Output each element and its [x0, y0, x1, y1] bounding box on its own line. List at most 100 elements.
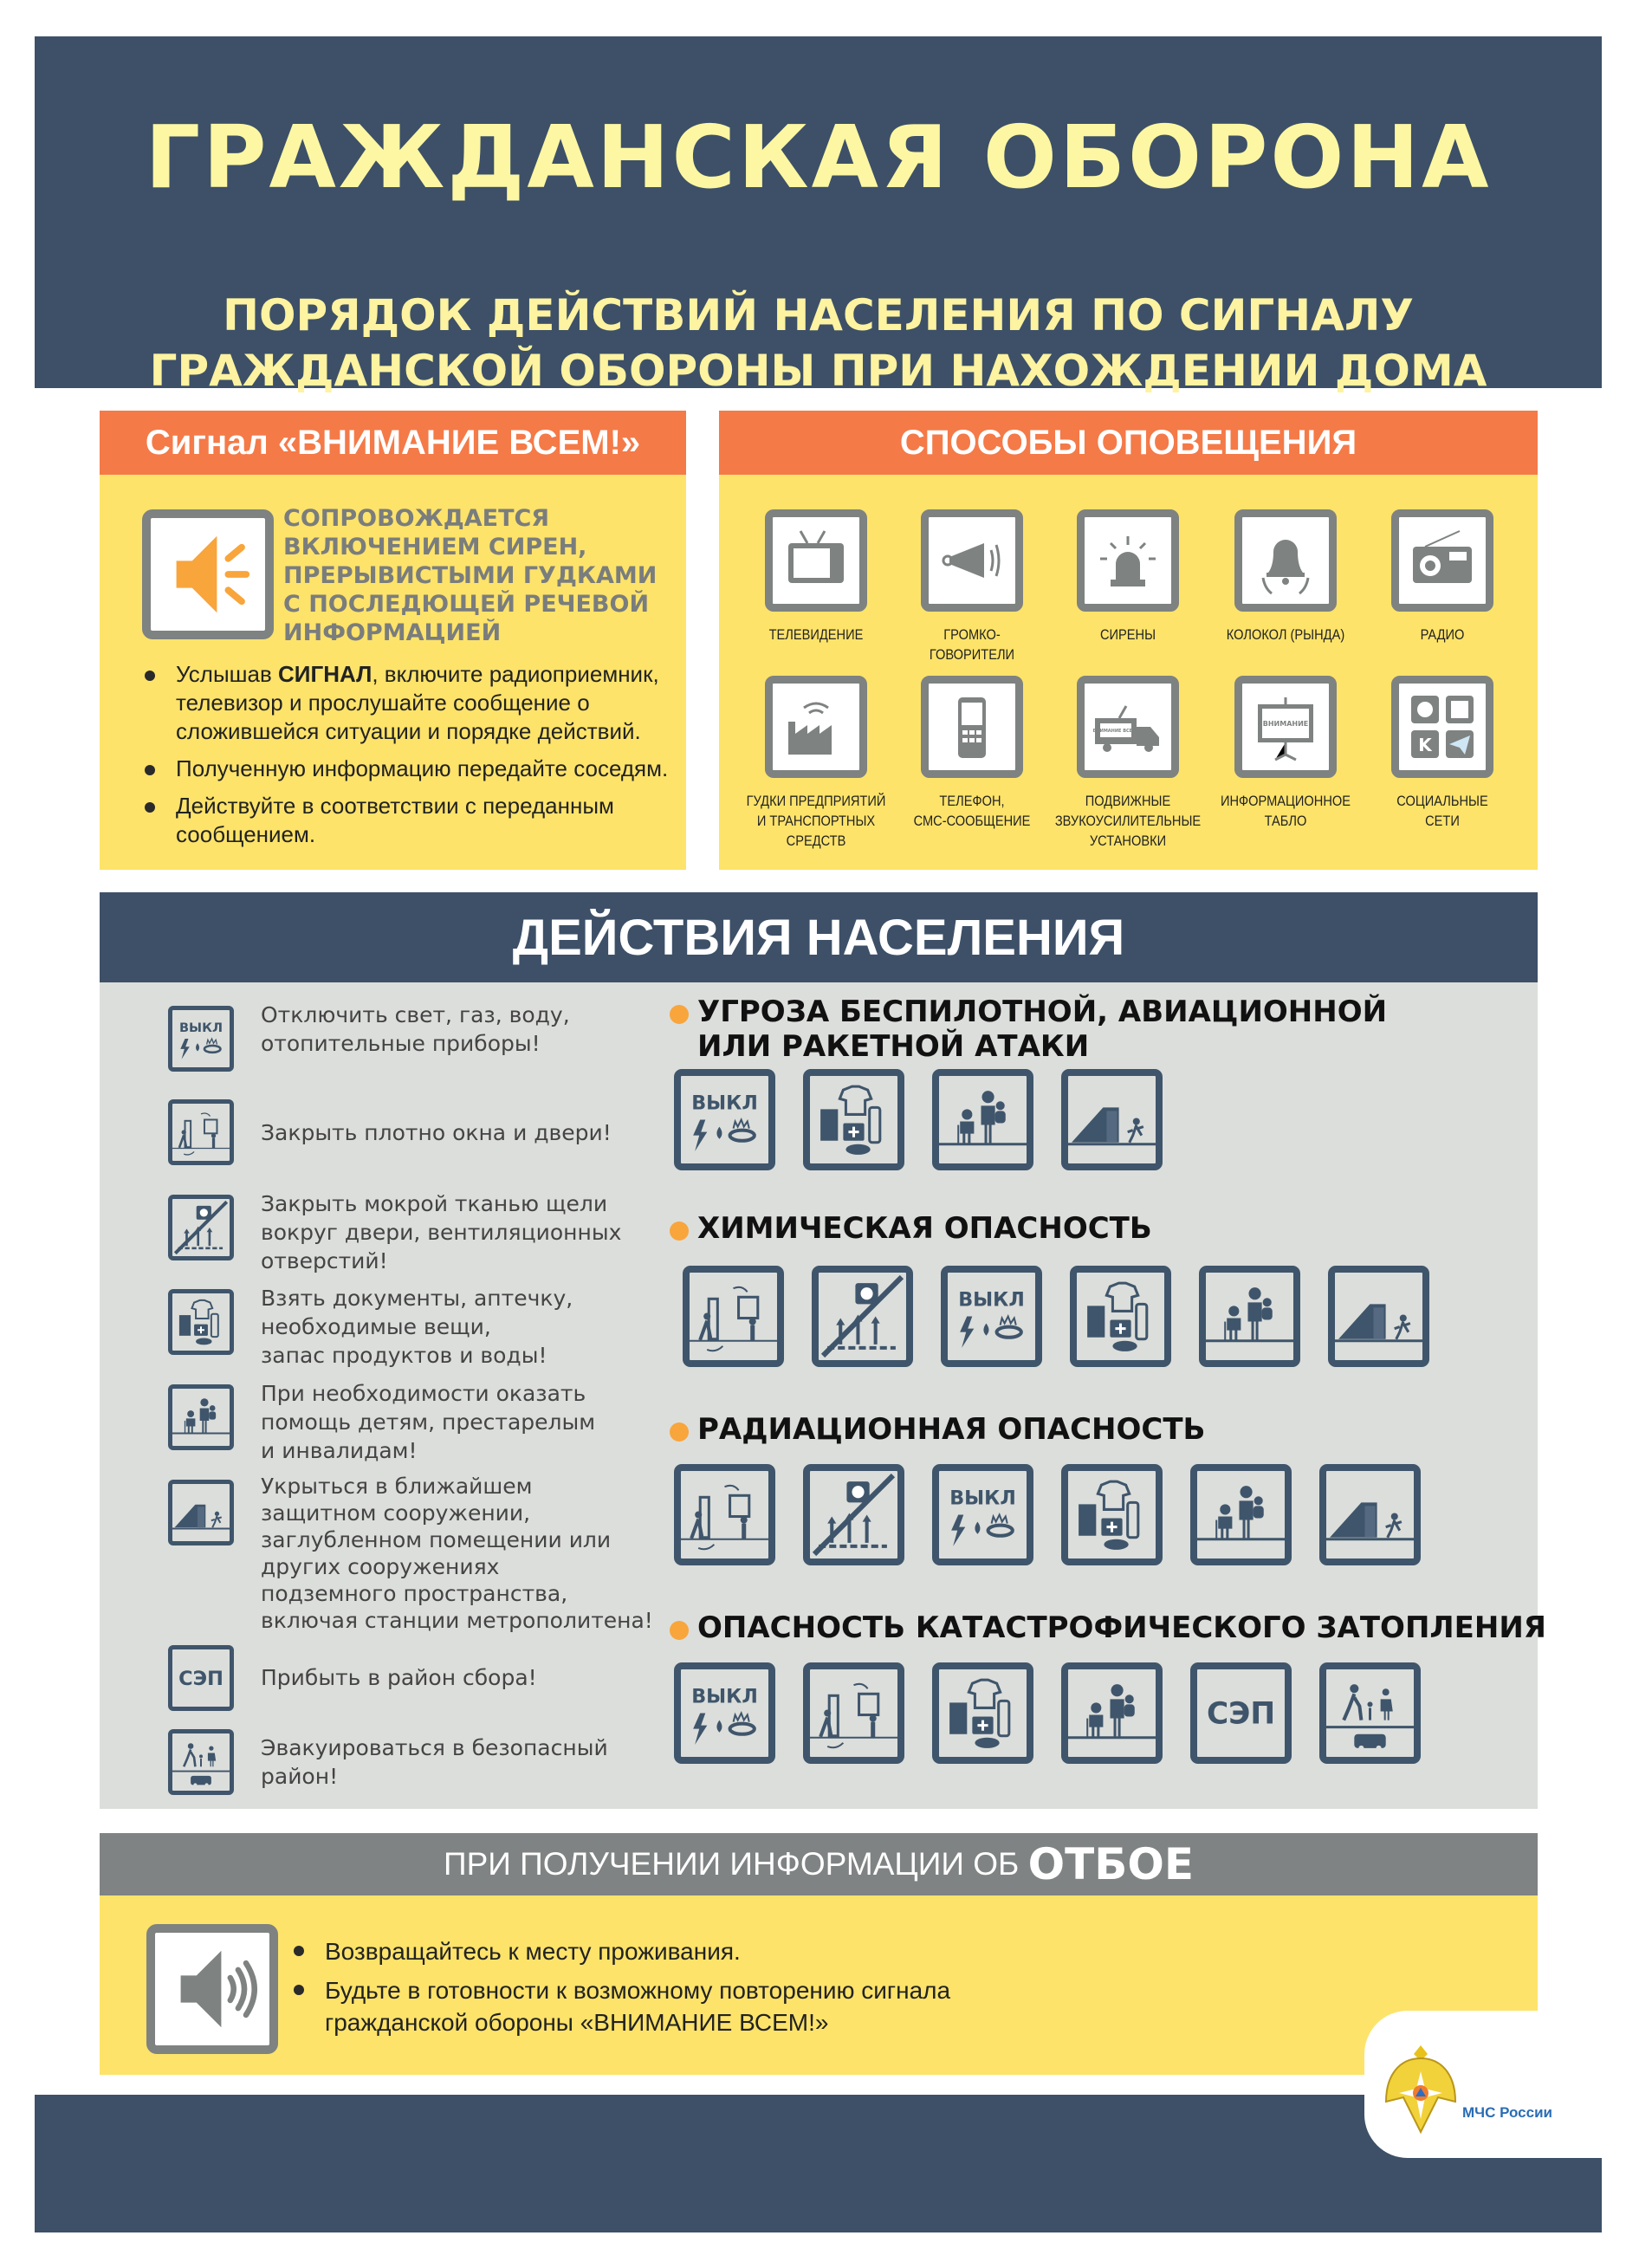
emergency-kit-icon	[1070, 1266, 1171, 1367]
all-clear-bullet-1: Возвращайтесь к месту проживания.	[294, 1935, 1160, 1967]
seal-vents-icon	[803, 1464, 904, 1565]
shelter-icon	[1061, 1069, 1163, 1170]
help-others-icon	[932, 1069, 1033, 1170]
signal-description-line: ИНФОРМАЦИЕЙ	[283, 619, 502, 646]
assembly-point-icon: СЭП	[168, 1645, 234, 1711]
hazard-title: РАДИАЦИОННАЯ ОПАСНОСТЬ	[670, 1412, 1205, 1447]
bell-icon	[1234, 509, 1337, 612]
emergency-kit-icon	[803, 1069, 904, 1170]
van-icon: ВНИМАНИЕ ВСЕМ!	[1077, 676, 1179, 778]
notification-methods-panel: СПОСОБЫ ОПОВЕЩЕНИЯ ТЕЛЕВИДЕНИЕ ГРОМКО- ГО…	[719, 411, 1538, 870]
signal-description-line: ПРЕРЫВИСТЫМИ ГУДКАМИ	[283, 562, 658, 589]
evacuation-icon	[1319, 1662, 1421, 1764]
hazard-title: ОПАСНОСТЬ КАТАСТРОФИЧЕСКОГО ЗАТОПЛЕНИЯ	[670, 1610, 1546, 1645]
method-label: ГУДКИ ПРЕДПРИЯТИЙ И ТРАНСПОРТНЫХ СРЕДСТВ	[746, 793, 886, 849]
all-clear-title: ПРИ ПОЛУЧЕНИИ ИНФОРМАЦИИ ОБ ОТБОЕ	[100, 1833, 1538, 1895]
power-off-icon: ВЫКЛ	[932, 1464, 1033, 1565]
help-others-icon	[168, 1384, 234, 1450]
close-doors-windows-icon	[683, 1266, 784, 1367]
mchs-logo: МЧС России	[1364, 2011, 1605, 2158]
svg-text:K: K	[1418, 735, 1433, 755]
social-icon: K	[1391, 676, 1493, 778]
svg-text:СЭП: СЭП	[178, 1668, 224, 1690]
signal-bullet-2: Полученную информацию передайте соседям.	[145, 755, 673, 783]
signal-description-line: СОПРОВОЖДАЕТСЯ	[283, 505, 550, 532]
method-label: ИНФОРМАЦИОННОЕ ТАБЛО	[1220, 793, 1351, 829]
logo-text: МЧС России	[1462, 2104, 1552, 2121]
evacuation-icon	[168, 1729, 234, 1795]
siren-icon	[1077, 509, 1179, 612]
shelter-icon	[1319, 1464, 1421, 1565]
emergency-kit-icon	[168, 1289, 234, 1355]
method-label: ТЕЛЕФОН, СМС-СООБЩЕНИЕ	[913, 793, 1031, 829]
hazard-title: ХИМИЧЕСКАЯ ОПАСНОСТЬ	[670, 1211, 1152, 1246]
signal-description-line: ВКЛЮЧЕНИЕМ СИРЕН,	[283, 534, 587, 561]
emblem-icon	[1384, 2045, 1457, 2135]
action-text: Укрыться в ближайшем защитном сооружении…	[261, 1474, 653, 1633]
signal-description: СОПРОВОЖДАЕТСЯ ВКЛЮЧЕНИЕМ СИРЕН, ПРЕРЫВИСТ…	[283, 504, 657, 647]
actions-panel	[100, 982, 1538, 1809]
all-clear-panel: Возвращайтесь к месту проживания. Будьте…	[100, 1895, 1538, 2075]
loudspeaker-icon	[921, 509, 1023, 612]
signal-bullet-1: Услышав СИГНАЛ, включите радиоприемник, …	[145, 660, 673, 746]
power-off-icon: ВЫКЛ	[674, 1069, 775, 1170]
close-doors-windows-icon	[168, 1099, 234, 1165]
method-label: СОЦИАЛЬНЫЕ СЕТИ	[1396, 793, 1488, 829]
page-title: ГРАЖДАНСКАЯ ОБОРОНА	[145, 107, 1492, 208]
method-label: ТЕЛЕВИДЕНИЕ	[768, 626, 864, 643]
speaker-quiet-icon	[146, 1924, 278, 2054]
footer-band	[35, 2095, 1602, 2232]
subtitle-line-2: ГРАЖДАНСКОЙ ОБОРОНЫ ПРИ НАХОЖДЕНИИ ДОМА	[149, 346, 1487, 396]
action-text: Прибыть в район сбора!	[261, 1665, 537, 1690]
radio-icon	[1391, 509, 1493, 612]
all-clear-bullet-2: Будьте в готовности к возможному повторе…	[294, 1974, 987, 2038]
seal-vents-icon	[812, 1266, 913, 1367]
method-label: СИРЕНЫ	[1099, 626, 1156, 643]
help-others-icon	[1190, 1464, 1292, 1565]
seal-vents-icon	[168, 1195, 234, 1260]
emergency-kit-icon	[932, 1662, 1033, 1764]
action-text: При необходимости оказать помощь детям, …	[261, 1381, 596, 1463]
method-label: ПОДВИЖНЫЕ ЗВУКОУСИЛИТЕЛЬНЫЕ УСТАНОВКИ	[1054, 793, 1202, 849]
method-label: РАДИО	[1420, 626, 1465, 643]
shelter-icon	[1328, 1266, 1429, 1367]
action-text: Взять документы, аптечку, необходимые ве…	[261, 1286, 573, 1368]
method-label: ГРОМКО- ГОВОРИТЕЛИ	[929, 626, 1015, 663]
action-text: Закрыть мокрой тканью щели вокруг двери,…	[261, 1191, 622, 1273]
shelter-icon	[168, 1480, 234, 1545]
methods-title: СПОСОБЫ ОПОВЕЩЕНИЯ	[719, 411, 1538, 475]
power-off-icon: ВЫКЛ	[941, 1266, 1042, 1367]
power-off-icon: ВЫКЛ	[674, 1662, 775, 1764]
signal-panel: Сигнал «ВНИМАНИЕ ВСЕМ!» СОПРОВОЖДАЕТСЯ ВК…	[100, 411, 686, 870]
svg-text:СЭП: СЭП	[1207, 1697, 1275, 1732]
action-text: Закрыть плотно окна и двери!	[261, 1120, 612, 1145]
svg-text:ВНИМАНИЕ: ВНИМАНИЕ	[1263, 720, 1309, 728]
svg-text:ВЫКЛ: ВЫКЛ	[691, 1685, 758, 1707]
close-doors-windows-icon	[674, 1464, 775, 1565]
action-text: Эвакуироваться в безопасный район!	[261, 1735, 608, 1789]
close-doors-windows-icon	[803, 1662, 904, 1764]
signal-description-line: С ПОСЛЕДЮЩЕЙ РЕЧЕВОЙ	[283, 591, 650, 618]
action-text: Отключить свет, газ, воду, отопительные …	[261, 1002, 570, 1056]
assembly-point-icon: СЭП	[1190, 1662, 1292, 1764]
svg-text:ВЫКЛ: ВЫКЛ	[958, 1288, 1025, 1311]
hazard-title: УГРОЗА БЕСПИЛОТНОЙ, АВИАЦИОННОЙ ИЛИ РАКЕ…	[670, 995, 1387, 1064]
board-icon: ВНИМАНИЕ	[1234, 676, 1337, 778]
phone-icon	[921, 676, 1023, 778]
svg-text:ВЫКЛ: ВЫКЛ	[691, 1092, 758, 1114]
factory-icon	[765, 676, 867, 778]
power-off-icon: ВЫКЛ	[168, 1006, 234, 1072]
header-banner: ГРАЖДАНСКАЯ ОБОРОНА ПОРЯДОК ДЕЙСТВИЙ НАС…	[35, 36, 1602, 395]
help-others-icon	[1061, 1662, 1163, 1764]
emergency-kit-icon	[1061, 1464, 1163, 1565]
speaker-loud-icon	[142, 509, 274, 639]
signal-title: Сигнал «ВНИМАНИЕ ВСЕМ!»	[100, 411, 686, 475]
method-label: КОЛОКОЛ (РЫНДА)	[1226, 626, 1345, 643]
svg-text:ВНИМАНИЕ ВСЕМ!: ВНИМАНИЕ ВСЕМ!	[1093, 729, 1139, 734]
svg-text:ВЫКЛ: ВЫКЛ	[949, 1487, 1016, 1509]
subtitle-line-1: ПОРЯДОК ДЕЙСТВИЙ НАСЕЛЕНИЯ ПО СИГНАЛУ	[223, 290, 1414, 340]
svg-text:ВЫКЛ: ВЫКЛ	[179, 1021, 223, 1035]
help-others-icon	[1199, 1266, 1300, 1367]
tv-icon	[765, 509, 867, 612]
signal-bullet-3: Действуйте в соответствии с переданным с…	[145, 792, 673, 849]
